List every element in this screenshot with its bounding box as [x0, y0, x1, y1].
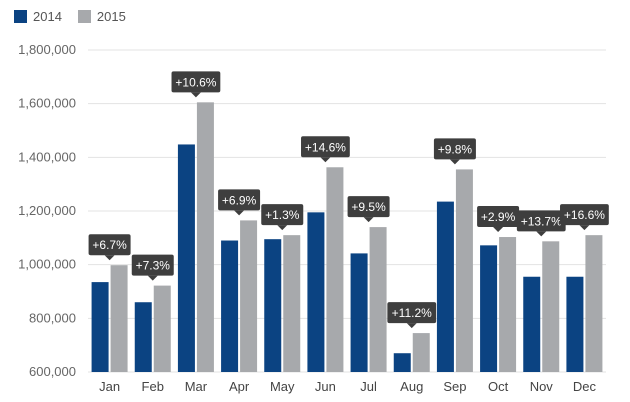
bar-2015 [499, 237, 517, 372]
bar-2015 [412, 333, 430, 372]
bar-2014 [264, 239, 282, 372]
annotation-pointer [277, 225, 288, 231]
annotation-box [477, 206, 520, 228]
annotation-box [301, 136, 350, 158]
bar-2015 [455, 169, 473, 372]
bar-2015 [283, 235, 301, 372]
bar-2015 [542, 241, 560, 372]
bar-2014 [436, 201, 454, 372]
legend-label-2015: 2015 [96, 9, 126, 24]
annotation-label: +6.7% [92, 238, 127, 252]
annotation-label: +2.9% [481, 210, 516, 224]
annotation-label: +7.3% [136, 259, 171, 273]
bar-2014 [307, 212, 325, 372]
y-tick-label: 1,800,000 [18, 42, 76, 57]
annotation-label: +9.8% [438, 142, 473, 156]
annotation-label: +10.6% [175, 75, 216, 89]
annotation-pointer [104, 255, 115, 261]
bar-2014 [177, 144, 195, 372]
annotation-box [387, 302, 437, 324]
annotation-box [131, 254, 174, 276]
chart-legend: 2014 2015 [14, 9, 142, 24]
bar-2015 [326, 167, 344, 372]
legend-item-2014[interactable]: 2014 [14, 9, 62, 24]
x-tick-label: Mar [185, 379, 208, 394]
annotation-pointer [363, 217, 374, 223]
legend-label-2014: 2014 [33, 9, 62, 24]
x-tick-label: Jun [315, 379, 336, 394]
annotation-label: +16.6% [564, 208, 605, 222]
legend-swatch-2014 [14, 10, 27, 23]
annotation-pointer [536, 231, 547, 237]
y-tick-label: 800,000 [29, 310, 76, 325]
annotation-box [433, 138, 476, 160]
annotation-label: +6.9% [222, 193, 257, 207]
x-tick-label: Aug [400, 379, 423, 394]
annotation-label: +11.2% [392, 306, 432, 320]
x-tick-label: May [270, 379, 295, 394]
x-tick-label: Sep [443, 379, 466, 394]
annotation-pointer [190, 92, 201, 98]
annotation-pointer [234, 210, 245, 216]
legend-swatch-2015 [77, 10, 91, 23]
annotation-label: +13.7% [521, 214, 562, 228]
annotation-box [560, 204, 609, 226]
legend-item-2015[interactable]: 2015 [77, 9, 126, 24]
x-tick-label: Oct [488, 379, 509, 394]
annotation-box [171, 71, 221, 93]
annotation-box [347, 196, 390, 218]
annotation-pointer [493, 227, 504, 233]
bar-2014 [480, 245, 498, 372]
annotation-pointer [320, 157, 331, 163]
bar-2014 [134, 302, 152, 372]
y-tick-label: 1,200,000 [18, 203, 76, 218]
x-tick-label: Jan [99, 379, 120, 394]
bar-2015 [585, 235, 603, 372]
bar-2014 [91, 282, 109, 372]
annotation-label: +1.3% [265, 208, 300, 222]
annotation-box [261, 204, 304, 226]
bar-2014 [350, 253, 368, 372]
annotation-label: +14.6% [305, 140, 346, 154]
annotation-pointer [449, 159, 460, 165]
bar-2015 [153, 285, 171, 372]
bar-2014 [523, 276, 541, 372]
x-tick-label: Jul [360, 379, 377, 394]
x-tick-label: Nov [530, 379, 554, 394]
annotation-pointer [147, 275, 158, 281]
bar-2014 [393, 353, 411, 372]
annotation-pointer [406, 323, 417, 329]
annotation-pointer [579, 225, 590, 231]
x-tick-label: Dec [573, 379, 597, 394]
y-tick-label: 1,600,000 [18, 96, 76, 111]
bar-2014 [566, 276, 584, 372]
annotation-label: +9.5% [351, 200, 386, 214]
x-tick-label: Feb [142, 379, 164, 394]
bar-2014 [221, 240, 239, 372]
y-tick-label: 1,400,000 [18, 149, 76, 164]
x-tick-label: Apr [229, 379, 250, 394]
bar-2015 [369, 227, 387, 372]
y-tick-label: 1,000,000 [18, 257, 76, 272]
bar-2015 [196, 102, 214, 372]
bar-2015 [240, 220, 258, 372]
annotation-box [88, 234, 131, 256]
y-tick-label: 600,000 [29, 364, 76, 379]
bar-2015 [110, 265, 128, 372]
annotation-box [218, 189, 261, 211]
annotation-box [516, 210, 566, 232]
